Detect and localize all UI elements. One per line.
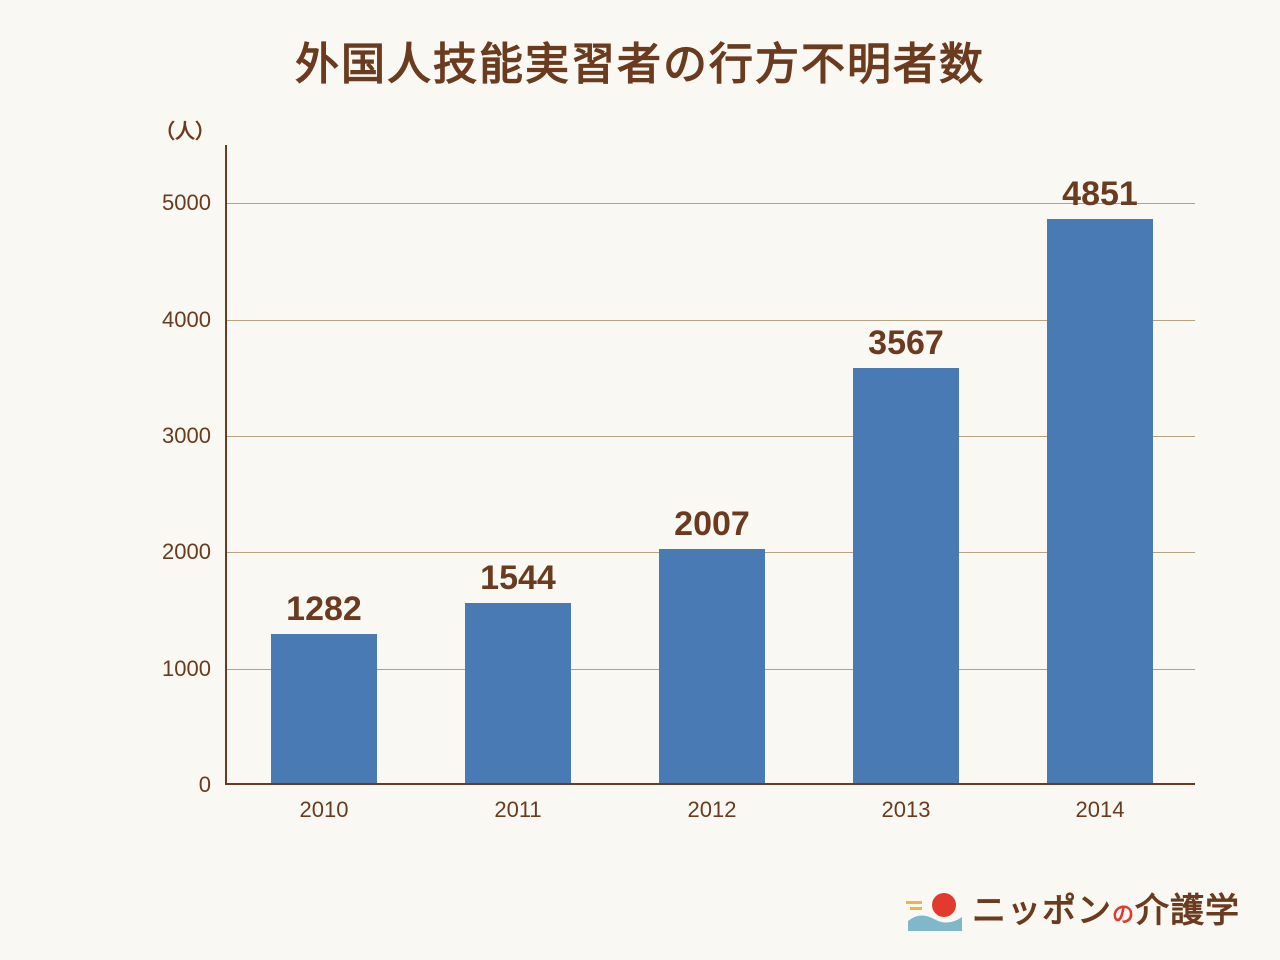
y-tick-label: 4000 bbox=[111, 307, 211, 333]
y-tick-label: 3000 bbox=[111, 423, 211, 449]
logo-text-no: の bbox=[1112, 902, 1135, 927]
x-tick-label: 2012 bbox=[688, 797, 737, 823]
y-tick-label: 2000 bbox=[111, 539, 211, 565]
bar-value-label: 1282 bbox=[217, 590, 430, 629]
x-tick-label: 2014 bbox=[1076, 797, 1125, 823]
bar-value-label: 4851 bbox=[993, 175, 1206, 214]
logo-text: ニッポンの介護学 bbox=[972, 883, 1240, 932]
y-tick-label: 5000 bbox=[111, 190, 211, 216]
x-tick-label: 2010 bbox=[300, 797, 349, 823]
bar-value-label: 1544 bbox=[411, 559, 624, 598]
site-logo: ニッポンの介護学 bbox=[904, 883, 1240, 932]
x-tick-label: 2013 bbox=[882, 797, 931, 823]
logo-text-main2: 介護学 bbox=[1135, 892, 1240, 930]
x-tick-label: 2011 bbox=[494, 797, 541, 823]
y-tick-label: 0 bbox=[111, 772, 211, 798]
bar: 3567 bbox=[853, 368, 960, 783]
bar: 2007 bbox=[659, 549, 766, 783]
bar-value-label: 3567 bbox=[799, 324, 1012, 363]
bar-value-label: 2007 bbox=[605, 505, 818, 544]
bar: 1544 bbox=[465, 603, 572, 783]
plot-area: 0100020003000400050001282201015442011200… bbox=[225, 145, 1195, 785]
chart-title: 外国人技能実習者の行方不明者数 bbox=[0, 0, 1280, 92]
logo-icon bbox=[904, 885, 964, 931]
logo-text-main1: ニッポン bbox=[972, 892, 1112, 930]
bar-chart: （人） 010002000300040005000128220101544201… bbox=[95, 115, 1205, 835]
bar: 1282 bbox=[271, 634, 378, 783]
y-axis-unit-label: （人） bbox=[155, 115, 215, 144]
y-tick-label: 1000 bbox=[111, 656, 211, 682]
bar: 4851 bbox=[1047, 219, 1154, 783]
